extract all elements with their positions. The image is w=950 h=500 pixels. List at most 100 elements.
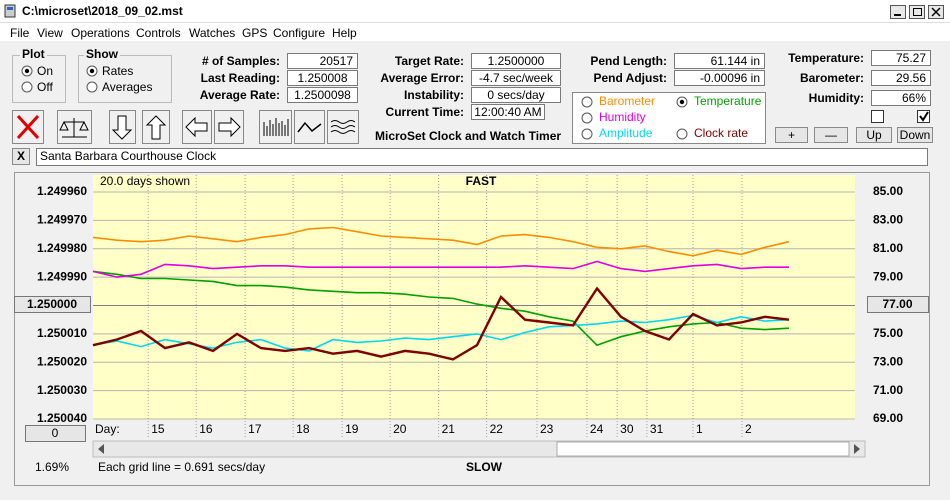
check-mark bbox=[919, 111, 929, 122]
legend-entry: Barometer bbox=[599, 94, 655, 108]
button[interactable]: — bbox=[814, 127, 848, 143]
y2-tick-label: 83.00 bbox=[873, 213, 903, 227]
radio-label[interactable]: Rates bbox=[102, 64, 134, 78]
y2-tick-label: 79.00 bbox=[873, 269, 903, 283]
span-label: 20.0 days shown bbox=[100, 174, 190, 188]
series-line bbox=[92, 270, 790, 347]
value-button-label: 77.00 bbox=[882, 297, 912, 311]
field-value: 29.56 bbox=[871, 70, 931, 86]
series-line bbox=[92, 226, 790, 257]
field-value: 20517 bbox=[287, 53, 358, 69]
button[interactable]: + bbox=[775, 127, 808, 143]
menu-item[interactable]: Operations bbox=[71, 26, 130, 40]
legend-entry: Temperature bbox=[694, 94, 762, 108]
button[interactable]: Down bbox=[897, 127, 933, 143]
series-line bbox=[92, 260, 789, 278]
field-label: Target Rate: bbox=[394, 54, 464, 68]
percent-label: 1.69% bbox=[35, 460, 69, 474]
scroll-arrow bbox=[98, 444, 104, 454]
fast-label: FAST bbox=[466, 174, 497, 188]
field-label: Pend Length: bbox=[590, 54, 667, 68]
window-buttons[interactable] bbox=[890, 5, 946, 19]
y-tick-label: 1.249960 bbox=[37, 184, 87, 198]
radio-button bbox=[676, 128, 688, 140]
field-label: Last Reading: bbox=[200, 71, 280, 85]
x-tick-label: 20 bbox=[393, 422, 407, 436]
x-tick-label: 30 bbox=[620, 422, 634, 436]
radio-button bbox=[21, 81, 33, 93]
grid-note: Each grid line = 0.691 secs/day bbox=[98, 460, 265, 474]
field-label: Current Time: bbox=[385, 105, 464, 119]
menu-item[interactable]: GPS bbox=[242, 26, 268, 40]
field-value: 75.27 bbox=[871, 50, 931, 66]
menu-item[interactable]: Controls bbox=[136, 26, 181, 40]
radio-label[interactable]: Off bbox=[37, 80, 53, 94]
y2-tick-label: 69.00 bbox=[873, 411, 903, 425]
x-tick-label: 17 bbox=[248, 422, 262, 436]
scroll-arrow bbox=[854, 444, 860, 454]
y-tick-label: 1.249980 bbox=[37, 241, 87, 255]
field-value: 1.250008 bbox=[287, 70, 358, 86]
menu-item[interactable]: Help bbox=[332, 26, 357, 40]
legend-entry: Clock rate bbox=[694, 126, 748, 140]
field-value: 1.2500000 bbox=[471, 53, 561, 69]
x-tick-label: 18 bbox=[296, 422, 310, 436]
x-tick-label: 23 bbox=[540, 422, 554, 436]
field-value: 66% bbox=[871, 90, 931, 106]
x-tick-label: 16 bbox=[199, 422, 213, 436]
field-label: Barometer: bbox=[799, 71, 864, 85]
field-value: 61.144 in bbox=[674, 53, 765, 69]
x-axis-label: Day: bbox=[95, 422, 120, 436]
group-label: Show bbox=[84, 47, 120, 61]
y-tick-label: 1.250010 bbox=[37, 326, 87, 340]
y2-tick-label: 73.00 bbox=[873, 354, 903, 368]
app-title: MicroSet Clock and Watch Timer bbox=[375, 129, 562, 143]
value-button-label: 0 bbox=[52, 426, 59, 440]
radio-label[interactable]: Averages bbox=[102, 80, 153, 94]
clear-name-button[interactable]: X bbox=[12, 148, 30, 165]
x-tick-label: 2 bbox=[745, 422, 752, 436]
value-button-label: 1.250000 bbox=[27, 297, 77, 311]
scrollbar-thumb[interactable] bbox=[556, 441, 850, 457]
y2-tick-label: 71.00 bbox=[873, 383, 903, 397]
radio-button bbox=[581, 128, 593, 140]
show-group bbox=[78, 55, 172, 103]
legend-entry: Amplitude bbox=[599, 126, 653, 140]
value-button[interactable] bbox=[867, 296, 929, 313]
slow-label: SLOW bbox=[466, 460, 503, 474]
toolbar[interactable] bbox=[12, 110, 362, 146]
legend-entry: Humidity bbox=[599, 110, 646, 124]
x-tick-label: 21 bbox=[442, 422, 456, 436]
radio-button bbox=[86, 81, 98, 93]
series-line bbox=[92, 286, 790, 361]
y2-tick-label: 75.00 bbox=[873, 326, 903, 340]
app-icon bbox=[4, 4, 16, 18]
menu-item[interactable]: File bbox=[10, 26, 30, 40]
radio-label[interactable]: On bbox=[37, 64, 54, 78]
field-value: -4.7 sec/week bbox=[471, 70, 561, 86]
y2-tick-label: 81.00 bbox=[873, 241, 903, 255]
chart-frame bbox=[14, 172, 930, 486]
y2-tick-label: 85.00 bbox=[873, 184, 903, 198]
group-label: Plot bbox=[20, 47, 47, 61]
radio-button bbox=[581, 96, 593, 108]
menu-item[interactable]: Watches bbox=[189, 26, 236, 40]
legend-box bbox=[572, 92, 766, 144]
field-label: Temperature: bbox=[788, 51, 864, 65]
menu-item[interactable]: View bbox=[37, 26, 63, 40]
plot-area bbox=[93, 175, 855, 420]
field-value: 0 secs/day bbox=[471, 87, 561, 103]
y-tick-label: 1.249990 bbox=[37, 269, 87, 283]
menu-item[interactable]: Configure bbox=[273, 26, 326, 40]
radio-dot bbox=[89, 68, 95, 74]
x-tick-label: 24 bbox=[590, 422, 604, 436]
y-tick-label: 1.250040 bbox=[37, 411, 87, 425]
value-button[interactable] bbox=[25, 425, 86, 442]
value-button[interactable] bbox=[14, 296, 91, 313]
radio-button bbox=[581, 112, 593, 124]
clock-name-field[interactable]: Santa Barbara Courthouse Clock bbox=[36, 148, 928, 166]
button[interactable]: Up bbox=[856, 127, 892, 143]
field-value: 1.2500098 bbox=[287, 87, 358, 103]
